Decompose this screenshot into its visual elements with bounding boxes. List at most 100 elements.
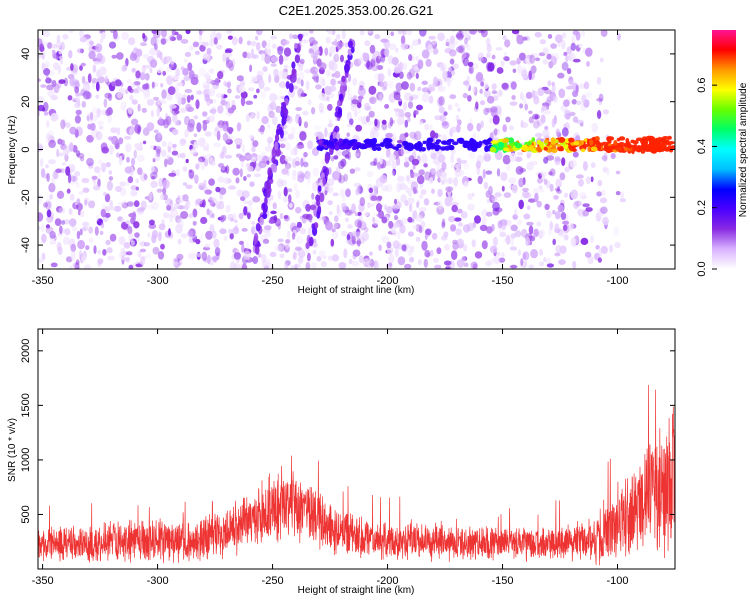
- spectrogram-cell: [526, 153, 531, 159]
- spectrogram-cell: [173, 202, 181, 210]
- spectrogram-cell: [225, 100, 231, 110]
- spectrogram-cell: [41, 233, 47, 244]
- spectrogram-cell: [615, 147, 623, 152]
- spectrogram-cell: [452, 63, 459, 69]
- spectrogram-cell: [315, 194, 320, 202]
- spectrogram-cell: [287, 133, 295, 140]
- spectrogram-cell: [468, 223, 476, 228]
- spectrogram-cell: [234, 95, 241, 99]
- spectrogram-cell: [369, 96, 377, 105]
- spectrogram-cell: [542, 59, 549, 65]
- spectrogram-cell: [119, 251, 126, 260]
- spectrogram-cell: [72, 81, 81, 89]
- spectrogram-cell: [105, 109, 111, 117]
- spectrogram-cell: [415, 214, 424, 222]
- spectrogram-cell: [413, 173, 421, 177]
- spectrogram-cell: [524, 192, 532, 199]
- spectrogram-cell: [105, 239, 111, 246]
- spectrogram-cell: [590, 235, 594, 243]
- spectrogram-cell: [336, 208, 342, 217]
- spectrogram-cell: [301, 90, 305, 98]
- spectrogram-cell: [328, 145, 335, 149]
- spectrogram-cell: [596, 97, 603, 102]
- spectrogram-cell: [137, 167, 143, 175]
- spectrogram-cell: [324, 47, 329, 56]
- spectrogram-cell: [153, 129, 159, 134]
- spectrogram-cell: [528, 116, 534, 124]
- spectrogram-cell: [137, 250, 142, 258]
- spectrogram-cell: [298, 144, 305, 149]
- spectrogram-cell: [568, 137, 575, 143]
- spectrogram-cell: [324, 167, 329, 177]
- spectrogram-cell: [537, 177, 543, 184]
- spectrogram-cell: [165, 115, 172, 126]
- spectrogram-cell: [401, 244, 407, 252]
- spectrogram-cell: [243, 206, 248, 216]
- spectrogram-cell: [366, 170, 374, 178]
- spectrogram-cell: [56, 148, 60, 158]
- spectrogram-cell: [341, 196, 346, 202]
- spectrogram-cell: [425, 40, 432, 51]
- spectrogram-cell: [441, 121, 448, 127]
- spectrogram-cell: [600, 245, 608, 254]
- spectrogram-cell: [154, 39, 160, 44]
- spectrogram-cell: [228, 185, 236, 190]
- spectrogram-cell: [564, 166, 570, 173]
- spectrogram-cell: [142, 53, 150, 59]
- spectrogram-cell: [407, 216, 413, 223]
- spectrogram-cell: [445, 41, 450, 47]
- spectrogram-cell: [148, 48, 157, 56]
- spectrogram-cell: [385, 132, 393, 138]
- spectrogram-cell: [284, 162, 292, 169]
- spectrogram-cell: [106, 180, 113, 191]
- spectrogram-cell: [59, 58, 63, 65]
- spectrogram-cell: [139, 241, 147, 247]
- spectrogram-cell: [196, 122, 202, 133]
- spectrogram-cell: [315, 84, 322, 90]
- spectrogram-cell: [346, 239, 352, 244]
- spectrogram-cell: [264, 196, 268, 206]
- spectrogram-cell: [582, 203, 590, 208]
- spectrogram-cell: [150, 180, 158, 188]
- spectrogram-cell: [446, 70, 453, 79]
- spectrogram-cell: [182, 194, 189, 202]
- spectrogram-cell: [493, 192, 501, 198]
- spectrogram-cell: [573, 201, 580, 210]
- spectrogram-cell: [549, 168, 556, 177]
- spectrogram-cell: [377, 73, 385, 82]
- spectrogram-cell: [190, 94, 194, 101]
- spectrogram-cell: [239, 79, 246, 87]
- spectrogram-cell: [534, 132, 543, 138]
- spectrogram-cell: [129, 94, 134, 101]
- spectrogram-cell: [237, 124, 241, 132]
- y-tick-label: 0: [20, 146, 32, 152]
- spectrogram-cell: [570, 189, 579, 200]
- spectrogram-cell: [63, 148, 69, 157]
- spectrogram-cell: [186, 201, 192, 209]
- spectrogram-cell: [162, 179, 170, 189]
- spectrogram-cell: [81, 254, 86, 263]
- spectrogram-cell: [439, 168, 445, 173]
- spectrogram-y-label: Frequency (Hz): [7, 116, 18, 185]
- spectrogram-cell: [111, 54, 117, 59]
- spectrogram-cell: [302, 213, 310, 219]
- spectrogram-cell: [251, 76, 258, 83]
- spectrogram-cell: [565, 54, 569, 63]
- spectrogram-cell: [454, 217, 462, 222]
- spectrogram-cell: [248, 87, 255, 92]
- spectrogram-cell: [252, 256, 259, 264]
- spectrogram-cell: [520, 258, 524, 266]
- spectrogram-cell: [305, 242, 310, 249]
- spectrogram-cell: [582, 161, 588, 171]
- spectrogram-cell: [461, 256, 468, 262]
- spectrogram-cell: [596, 191, 602, 197]
- spectrogram-cell: [429, 124, 433, 131]
- spectrogram-cell: [59, 55, 64, 60]
- spectrogram-cell: [56, 206, 63, 213]
- spectrogram-cell: [450, 153, 455, 164]
- spectrogram-cell: [336, 204, 340, 215]
- spectrogram-cell: [198, 34, 202, 41]
- spectrogram-cell: [279, 212, 284, 220]
- spectrogram-cell: [414, 189, 419, 194]
